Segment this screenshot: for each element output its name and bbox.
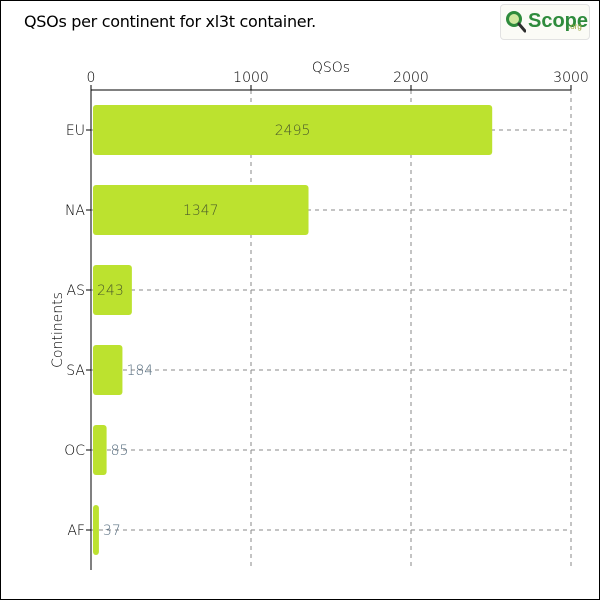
axes: 0 1000 2000 3000 QSOs EU NA AS SA OC AF Continents: [50, 60, 589, 570]
y-tick-label: AS: [67, 283, 85, 299]
bar-eu: [93, 105, 493, 155]
bar-oc: [93, 425, 107, 475]
logo-text: Scope: [528, 10, 589, 32]
bar-na: [93, 185, 309, 235]
bar-af: [93, 505, 99, 555]
bars: [93, 105, 493, 555]
x-tick-label: 2000: [393, 70, 429, 86]
x-tick-label: 0: [87, 70, 96, 86]
y-tick-label: AF: [67, 523, 85, 539]
bar-sa: [93, 345, 123, 395]
data-label-af: 37: [103, 523, 121, 539]
logo-subtext: .org: [568, 22, 582, 31]
x-tick-label: 3000: [553, 70, 589, 86]
chart-title: QSOs per continent for xl3t container.: [24, 12, 316, 31]
data-label-as: 243: [97, 283, 124, 299]
y-tick-label: NA: [65, 203, 85, 219]
x-tick-label: 1000: [233, 70, 269, 86]
y-tick-label: SA: [66, 363, 85, 379]
x-axis-label: QSOs: [312, 60, 350, 76]
y-axis-label: Continents: [50, 292, 66, 368]
data-label-oc: 85: [111, 443, 129, 459]
data-label-eu: 2495: [275, 123, 311, 139]
magnifier-icon: [506, 11, 526, 33]
qscope-logo[interactable]: Scope .org: [500, 4, 590, 40]
grid-lines: [91, 90, 572, 570]
y-tick-label: OC: [64, 443, 85, 459]
data-label-sa: 184: [126, 363, 153, 379]
bar-as: [93, 265, 132, 315]
y-tick-label: EU: [66, 123, 85, 139]
data-label-na: 1347: [183, 203, 219, 219]
data-labels: 2495 1347 243 184 85 37: [97, 123, 310, 539]
